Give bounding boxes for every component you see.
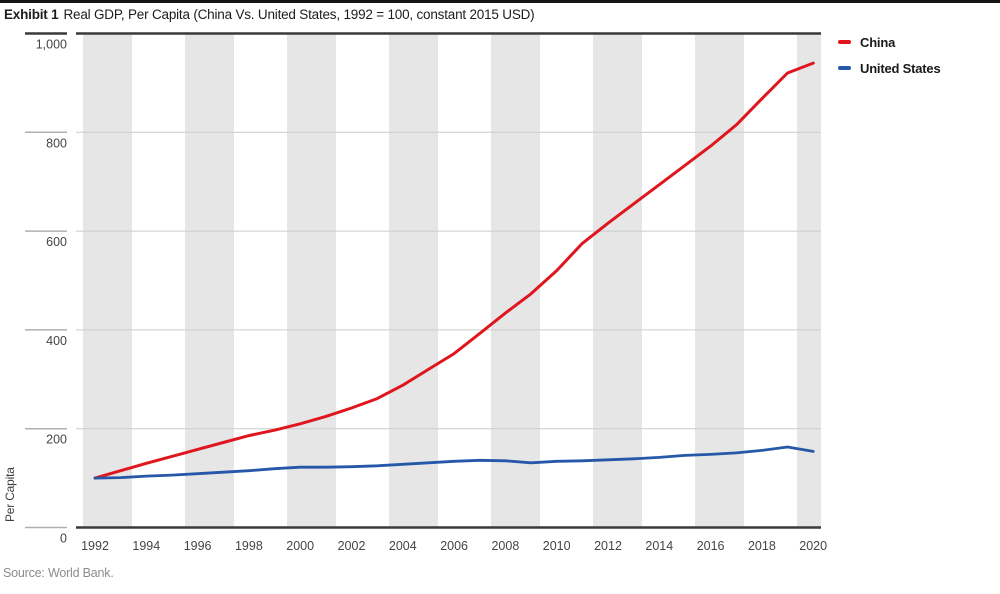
background-band bbox=[491, 33, 540, 528]
x-tick-label: 1994 bbox=[132, 539, 160, 553]
chart-title: Exhibit 1 Real GDP, Per Capita (China Vs.… bbox=[4, 7, 535, 22]
background-band bbox=[389, 33, 438, 528]
x-tick-label: 2012 bbox=[594, 539, 622, 553]
y-tick-label: 1,000 bbox=[36, 38, 67, 52]
source-note: Source: World Bank. bbox=[3, 566, 114, 580]
y-tick-label: 800 bbox=[46, 136, 67, 150]
x-tick-label: 2008 bbox=[491, 539, 519, 553]
x-tick-label: 1998 bbox=[235, 539, 263, 553]
background-band bbox=[287, 33, 336, 528]
x-tick-label: 2004 bbox=[389, 539, 417, 553]
x-tick-label: 2002 bbox=[338, 539, 366, 553]
background-band bbox=[83, 33, 132, 528]
chart-title-text: Real GDP, Per Capita (China Vs. United S… bbox=[63, 7, 535, 22]
background-band bbox=[593, 33, 642, 528]
china-line-swatch-icon bbox=[838, 40, 851, 44]
x-tick-label: 2014 bbox=[645, 539, 673, 553]
x-tick-label: 1992 bbox=[81, 539, 109, 553]
y-tick-label: 200 bbox=[46, 433, 67, 447]
background-band bbox=[797, 33, 821, 528]
chart-title-exhibit-number: Exhibit 1 bbox=[4, 7, 59, 22]
china-line bbox=[93, 61, 815, 480]
x-tick-label: 2000 bbox=[286, 539, 314, 553]
y-tick-label: 400 bbox=[46, 334, 67, 348]
x-tick-label: 2006 bbox=[440, 539, 468, 553]
background-band bbox=[695, 33, 744, 528]
y-tick-label: 0 bbox=[60, 532, 67, 546]
legend-label-united-states: United States bbox=[860, 60, 941, 76]
background-band bbox=[185, 33, 234, 528]
legend-label-china: China bbox=[860, 34, 896, 50]
legend: China United States bbox=[838, 33, 941, 85]
x-tick-label: 1996 bbox=[184, 539, 212, 553]
legend-item-china: China bbox=[838, 33, 940, 51]
top-border-rule bbox=[0, 0, 1000, 3]
united-states-line-swatch-icon bbox=[838, 66, 851, 70]
x-tick-label: 2018 bbox=[748, 539, 776, 553]
x-tick-label: 2020 bbox=[799, 539, 827, 553]
y-axis-title: Per Capita bbox=[3, 467, 17, 522]
x-tick-label: 2016 bbox=[697, 539, 725, 553]
united-states-line bbox=[93, 445, 815, 480]
legend-item-united-states: United States bbox=[838, 59, 941, 77]
y-tick-label: 600 bbox=[46, 235, 67, 249]
x-tick-label: 2010 bbox=[543, 539, 571, 553]
